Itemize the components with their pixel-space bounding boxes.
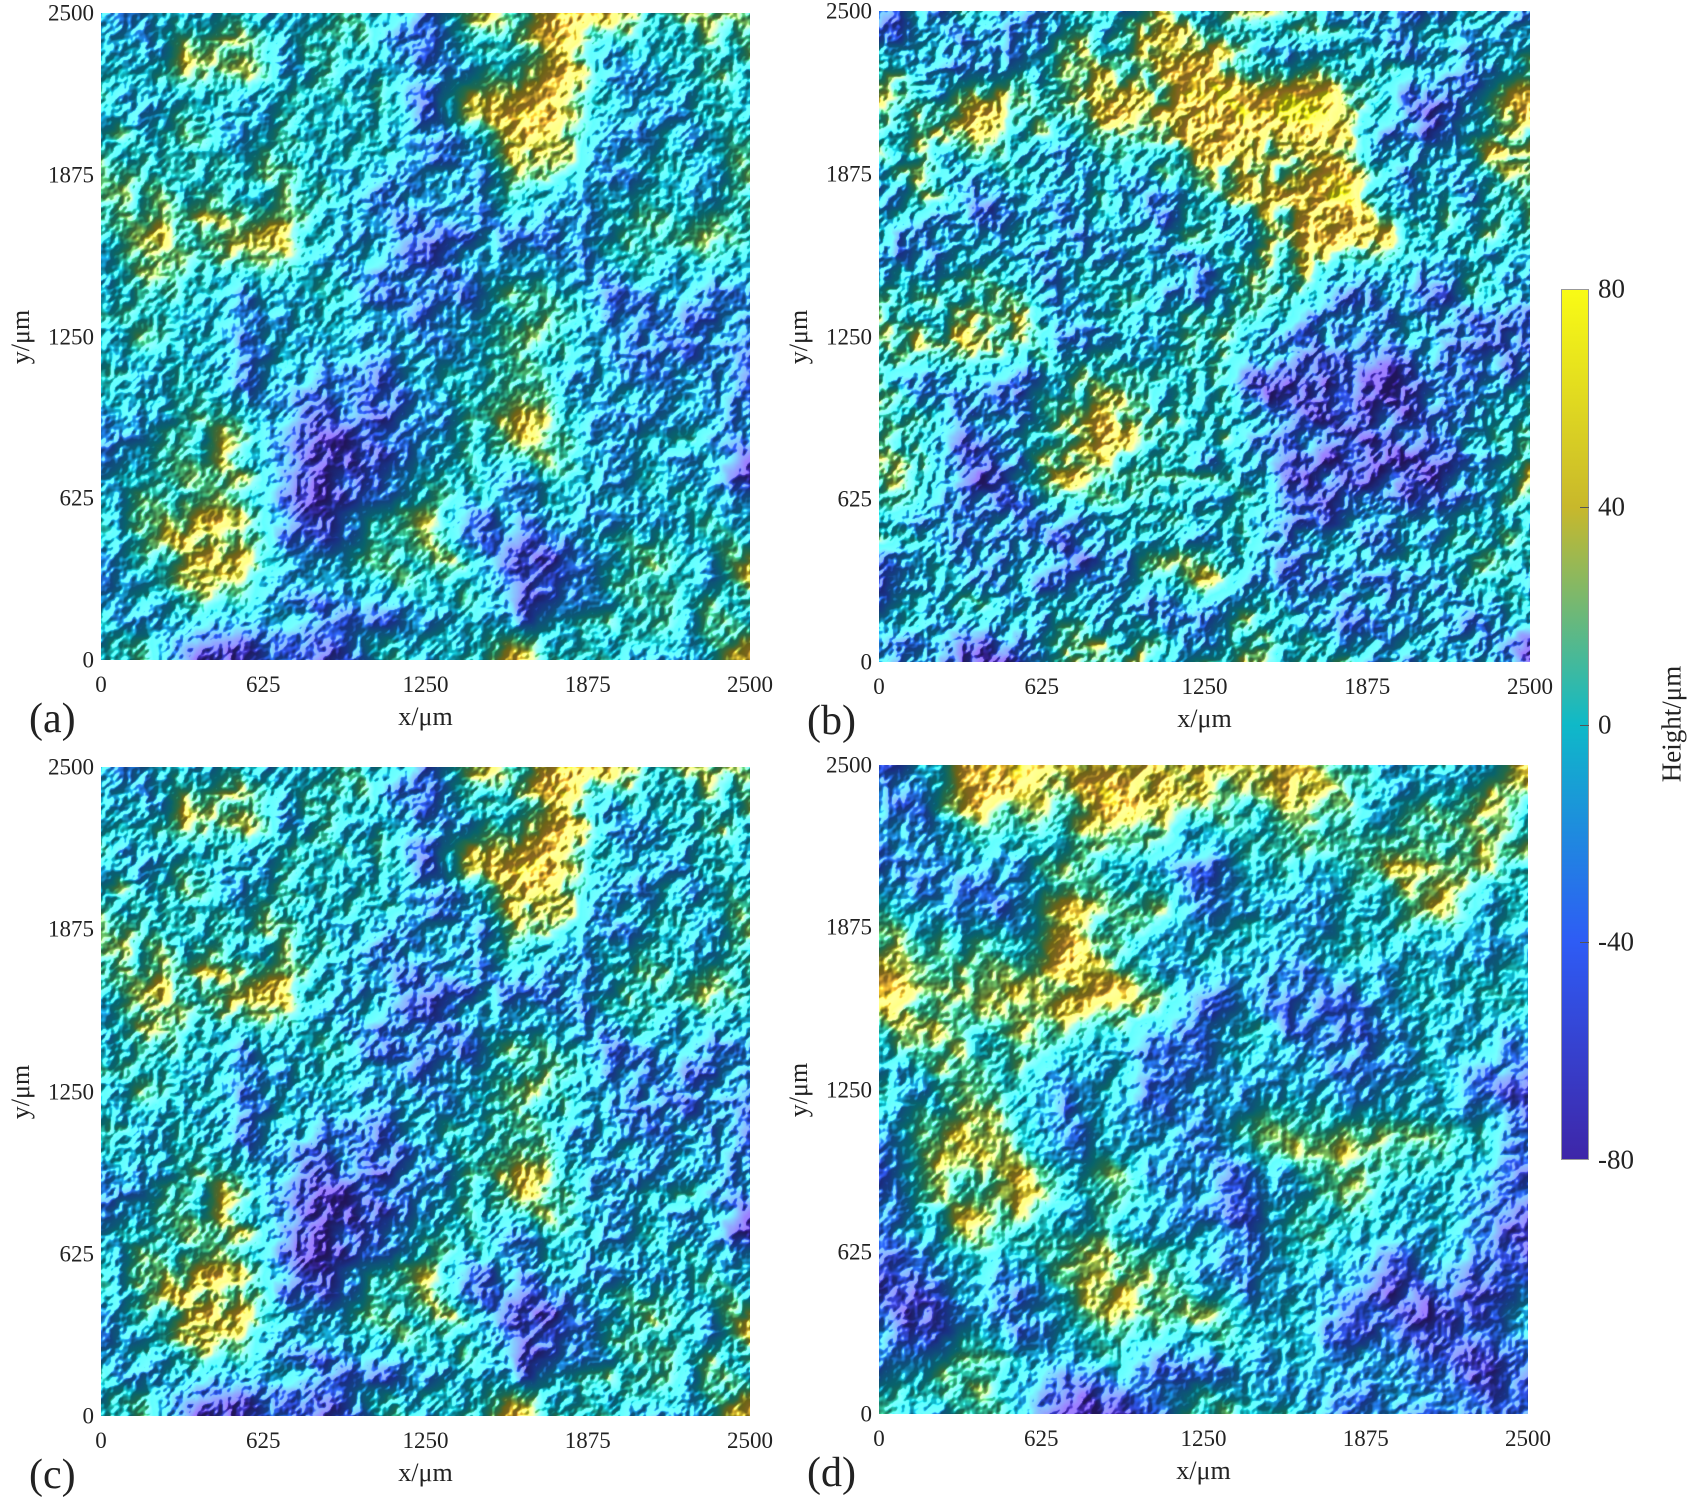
x-tick-label: 625	[246, 1428, 281, 1453]
y-tick-label: 0	[82, 647, 95, 673]
colorbar-tick	[1580, 942, 1589, 944]
x-tick-label: 1875	[1342, 1426, 1389, 1451]
panel-label: (a)	[29, 696, 76, 742]
x-axis-label: x/μm	[1177, 704, 1232, 733]
x-tick-label: 0	[873, 1426, 885, 1451]
y-axis-label: y/μm	[784, 1062, 813, 1117]
colorbar-tick-label: -40	[1598, 926, 1634, 957]
x-axis-label: x/μm	[398, 702, 453, 731]
x-tick-label: 0	[873, 674, 885, 699]
panel-label: (b)	[807, 698, 856, 744]
x-tick-label: 625	[246, 672, 281, 697]
x-tick-label: 1875	[1344, 674, 1391, 699]
y-tick-label: 1875	[48, 162, 94, 188]
y-axis-label: y/μm	[6, 309, 35, 364]
y-tick-label: 625	[59, 1241, 95, 1267]
y-tick-label: 1250	[48, 1079, 94, 1104]
y-tick-label: 625	[837, 486, 873, 512]
y-tick-label: 1250	[48, 324, 94, 349]
x-tick-label: 2500	[727, 672, 773, 697]
height-map	[879, 11, 1530, 662]
colorbar-tick	[1580, 506, 1589, 508]
colorbar-tick	[1580, 724, 1589, 726]
x-tick-label: 1875	[564, 1428, 611, 1453]
x-tick-label: 1250	[402, 1428, 449, 1453]
x-tick-label: 0	[95, 1428, 107, 1453]
colorbar-tick-label: -80	[1598, 1144, 1634, 1175]
x-tick-label: 625	[1024, 1426, 1059, 1451]
x-tick-label: 625	[1024, 674, 1060, 699]
colorbar-tick-label: 80	[1598, 273, 1625, 304]
y-tick-label: 1875	[826, 914, 872, 940]
x-tick-label: 1250	[1180, 1426, 1227, 1451]
y-tick-label: 2500	[48, 0, 94, 26]
y-tick-label: 0	[860, 1401, 873, 1427]
colorbar-tick-label: 40	[1598, 491, 1625, 522]
y-tick-label: 1875	[826, 161, 872, 187]
x-tick-label: 2500	[1505, 1426, 1551, 1451]
y-tick-label: 1250	[826, 324, 872, 349]
y-tick-label: 625	[59, 485, 95, 511]
x-tick-label: 2500	[727, 1428, 773, 1453]
y-tick-label: 625	[837, 1239, 873, 1265]
y-tick-label: 2500	[826, 752, 872, 778]
colorbar-tick-label: 0	[1598, 709, 1612, 739]
x-tick-label: 2500	[1507, 674, 1553, 699]
x-axis-label: x/μm	[1176, 1456, 1231, 1485]
panel-label: (c)	[29, 1452, 76, 1498]
y-axis-label: y/μm	[6, 1064, 35, 1119]
panel-label: (d)	[807, 1450, 856, 1496]
x-tick-label: 1875	[564, 672, 611, 697]
x-tick-label: 1250	[1181, 674, 1228, 699]
y-tick-label: 2500	[48, 754, 94, 780]
x-tick-label: 0	[95, 672, 107, 697]
y-tick-label: 0	[82, 1403, 95, 1429]
x-axis-label: x/μm	[398, 1458, 453, 1487]
height-map	[101, 767, 750, 1416]
x-tick-label: 1250	[402, 672, 449, 697]
y-axis-label: y/μm	[784, 309, 813, 364]
y-tick-label: 1250	[826, 1077, 872, 1102]
height-map	[879, 765, 1528, 1414]
colorbar-label: Height/μm	[1656, 665, 1687, 783]
y-tick-label: 2500	[826, 0, 872, 24]
height-map	[101, 13, 750, 660]
y-tick-label: 1875	[48, 916, 94, 942]
y-tick-label: 0	[860, 649, 873, 675]
